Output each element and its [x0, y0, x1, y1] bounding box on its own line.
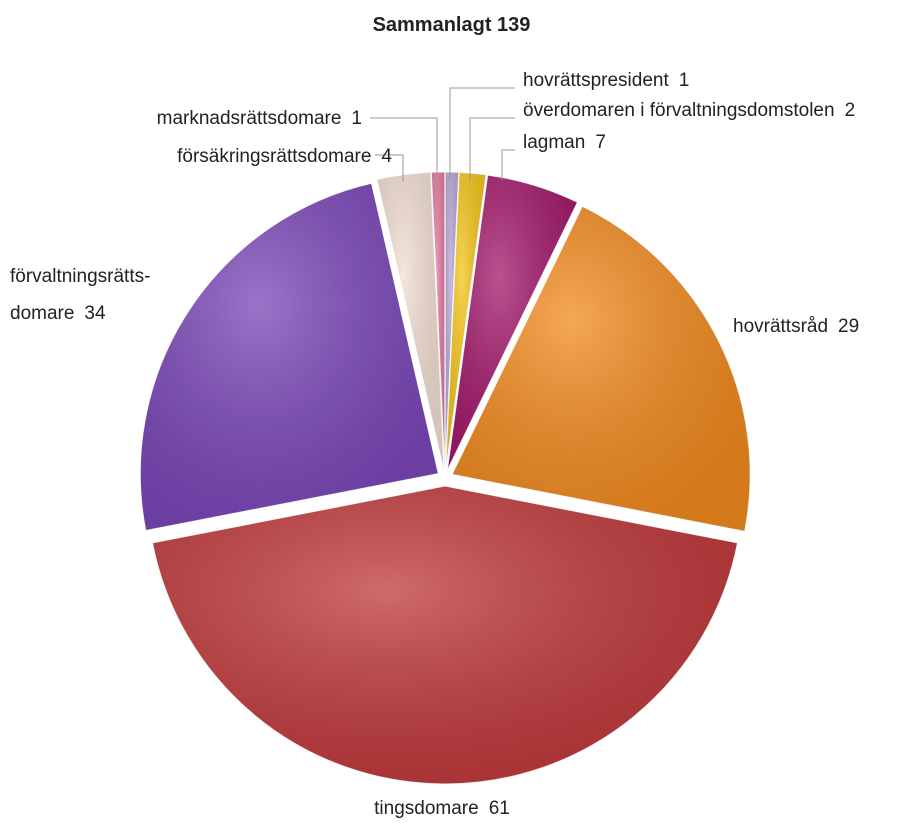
value-label: 34 — [84, 303, 106, 324]
category-name: förvaltningsrätts- domare — [10, 266, 151, 324]
slice-label: tingsdomare 61 — [242, 790, 642, 827]
chart-title: Sammanlagt 139 — [372, 14, 531, 36]
slice-label: överdomaren i förvaltningsdomstolen 2 — [523, 92, 855, 129]
leader-line — [375, 154, 404, 182]
slice-label: lagman 7 — [523, 124, 606, 161]
value-label: 2 — [844, 100, 856, 121]
value-label: 7 — [595, 132, 606, 153]
category-name: lagman — [523, 132, 586, 153]
slice-label: försäkringsrättsdomare 4 — [177, 138, 392, 175]
category-name: tingsdomare — [374, 798, 479, 819]
value-label: 29 — [838, 316, 860, 337]
category-name: överdomaren i förvaltningsdomstolen — [523, 100, 835, 121]
slice-label: hovrättspresident 1 — [523, 62, 689, 99]
category-name: hovrättsråd — [733, 316, 829, 337]
leader-line — [501, 149, 515, 180]
leader-line — [449, 87, 515, 180]
category-name: hovrättspresident — [523, 70, 669, 91]
slice-label: hovrättsråd 29 — [733, 308, 859, 345]
value-label: 4 — [381, 146, 392, 167]
pie-slice — [151, 485, 739, 785]
leader-line — [469, 117, 515, 182]
value-label: 1 — [678, 70, 690, 91]
value-label: 61 — [488, 798, 510, 819]
value-label: 1 — [351, 108, 362, 129]
category-name: försäkringsrättsdomare — [177, 146, 372, 167]
slice-label: förvaltningsrätts- domare 34 — [10, 258, 150, 332]
category-name: marknadsrättsdomare — [156, 108, 342, 129]
leader-line — [370, 117, 438, 180]
slice-label: marknadsrättsdomare 1 — [157, 100, 362, 137]
